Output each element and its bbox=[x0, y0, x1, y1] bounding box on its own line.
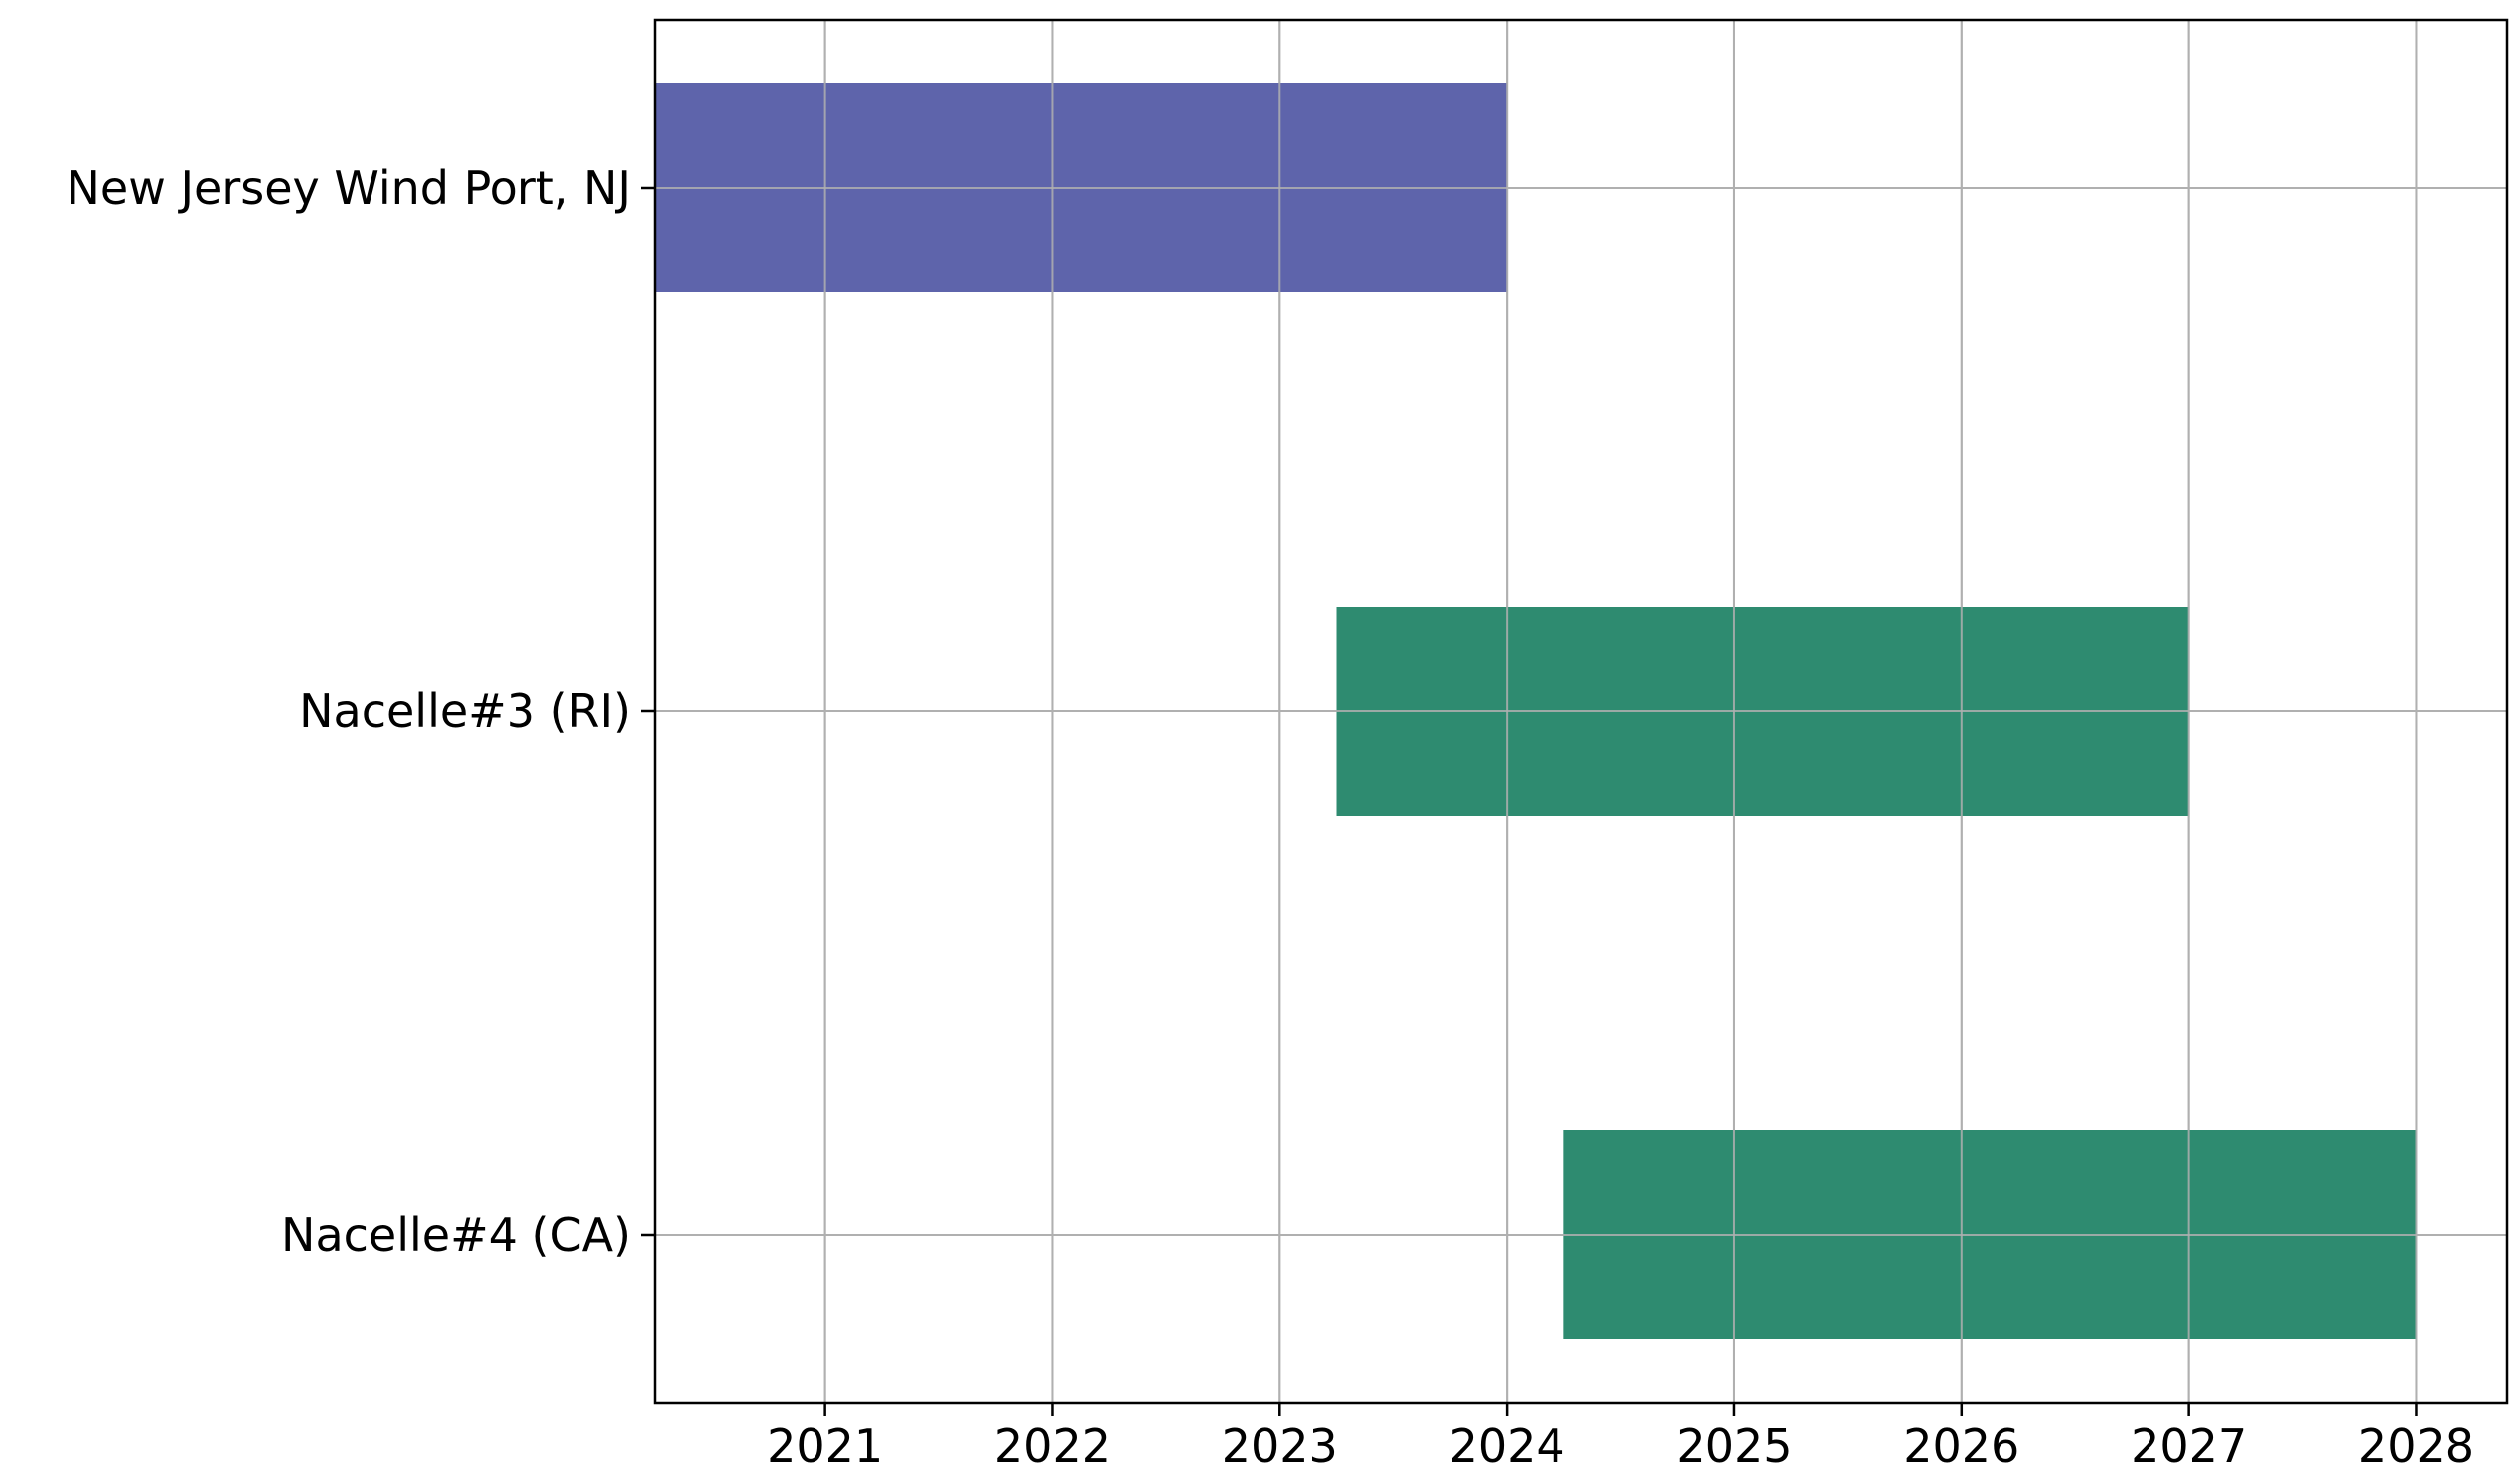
y-tick-label: New Jersey Wind Port, NJ bbox=[67, 161, 632, 215]
axes: 2021 2022 2023 2024 2025 2026 2027 2028 New Jers… bbox=[67, 18, 2509, 1473]
x-tick-label: 2025 bbox=[1676, 1419, 1792, 1473]
y-tick-label: Nacelle#4 (CA) bbox=[281, 1208, 631, 1261]
bar-group bbox=[655, 20, 2507, 1403]
x-tick-label: 2026 bbox=[1903, 1419, 2019, 1473]
x-tick-label: 2024 bbox=[1449, 1419, 1565, 1473]
x-tick-label: 2023 bbox=[1222, 1419, 1338, 1473]
y-tick-label: Nacelle#3 (RI) bbox=[299, 684, 631, 738]
x-tick-label: 2027 bbox=[2131, 1419, 2247, 1473]
x-tick-label: 2022 bbox=[994, 1419, 1111, 1473]
x-tick-label: 2028 bbox=[2358, 1419, 2474, 1473]
x-tick-label: 2021 bbox=[767, 1419, 883, 1473]
